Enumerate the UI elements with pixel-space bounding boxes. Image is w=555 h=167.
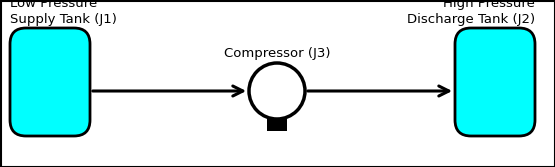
Text: Compressor (J3): Compressor (J3) <box>224 47 330 60</box>
Ellipse shape <box>249 63 305 119</box>
FancyBboxPatch shape <box>10 28 90 136</box>
FancyBboxPatch shape <box>455 28 535 136</box>
Text: High Pressure
Discharge Tank (J2): High Pressure Discharge Tank (J2) <box>407 0 535 26</box>
Text: Low Pressure
Supply Tank (J1): Low Pressure Supply Tank (J1) <box>10 0 117 26</box>
Bar <box>267 119 287 131</box>
